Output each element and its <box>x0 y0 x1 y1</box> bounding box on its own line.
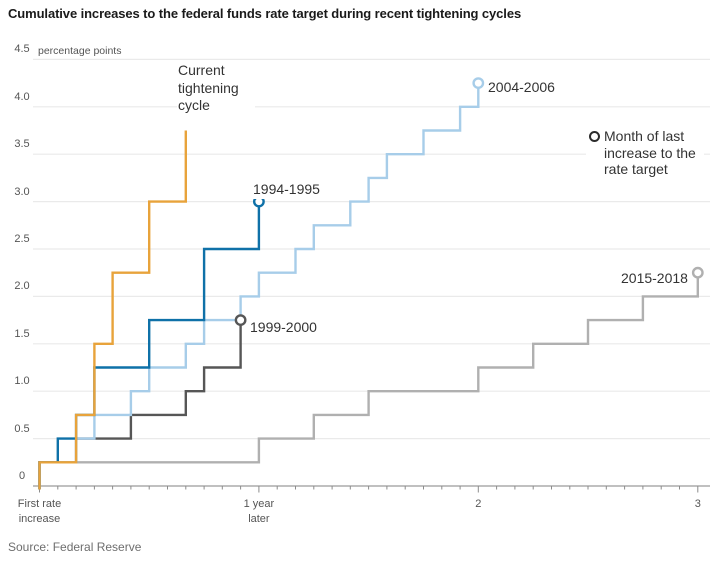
y-tick-label: 2.0 <box>14 280 30 293</box>
series-line <box>38 83 480 490</box>
y-tick-label: 4.5 <box>14 43 30 56</box>
y-tick-label: 1.0 <box>14 375 30 388</box>
series-line <box>38 320 242 490</box>
x-tick-label: First rate increase <box>17 498 62 525</box>
y-tick-label: 0 <box>18 470 26 482</box>
y-tick-label: 2.5 <box>14 233 30 245</box>
source-note: Source: Federal Reserve <box>8 540 142 554</box>
series-line <box>38 130 187 490</box>
y-axis-unit-label: percentage points <box>38 45 122 57</box>
last-increase-marker <box>472 77 485 90</box>
series-label-2015-2018: 2015-2018 <box>620 270 689 288</box>
last-increase-marker <box>234 314 247 326</box>
y-tick-label: 4.0 <box>14 90 30 103</box>
y-tick-label: 3.0 <box>14 185 30 198</box>
y-tick-label: 0.5 <box>14 422 30 435</box>
legend-label: Month of last increase to the rate targe… <box>604 128 696 177</box>
x-tick-label: 1 year later <box>243 498 275 525</box>
legend: Month of last increase to the rate targe… <box>586 128 704 178</box>
last-increase-marker <box>691 266 704 279</box>
y-tick-label: 1.5 <box>14 327 30 340</box>
series-label-2004-2006: 2004-2006 <box>487 79 556 97</box>
x-tick-label: 2 <box>475 498 482 510</box>
series-label-1994-1995: 1994-1995 <box>252 181 321 199</box>
chart-title: Cumulative increases to the federal fund… <box>8 6 522 21</box>
last-increase-marker-icon <box>589 131 600 142</box>
series-label-1999-2000: 1999-2000 <box>249 319 318 337</box>
x-tick-label: 3 <box>694 498 701 510</box>
series-line <box>38 272 699 490</box>
y-tick-label: 3.5 <box>14 138 30 151</box>
series-label-current-cycle: Current tightening cycle <box>177 62 255 115</box>
